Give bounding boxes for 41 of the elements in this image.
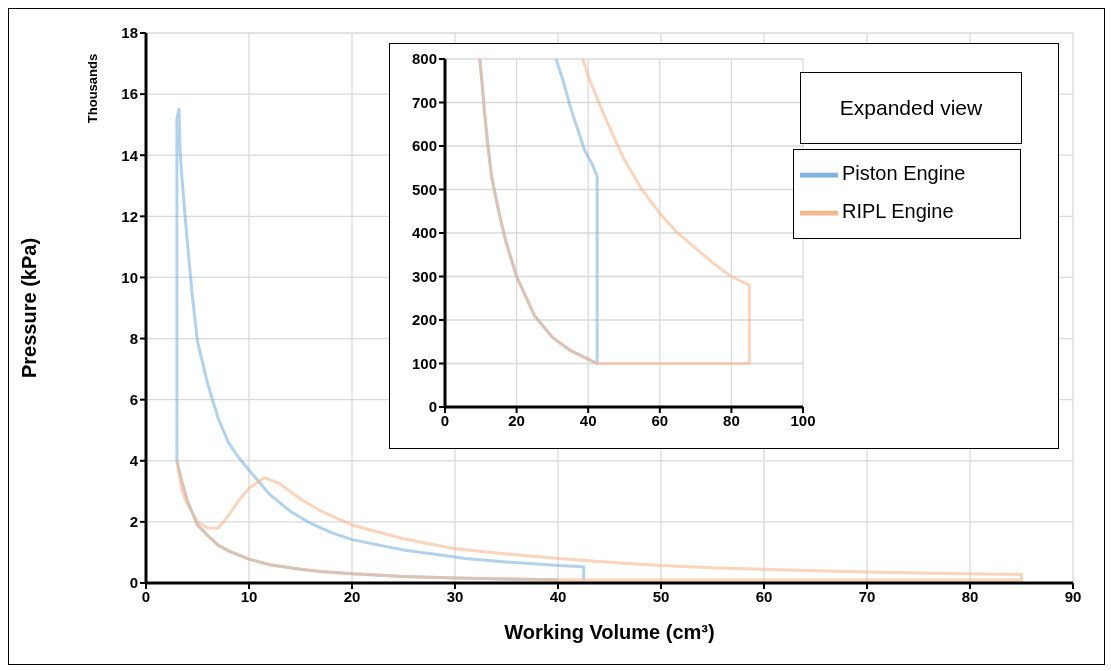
legend-label: RIPL Engine: [842, 200, 954, 223]
x-tick-label: 80: [961, 587, 979, 605]
y-axis-title: Pressure (kPa): [18, 237, 41, 379]
x-tick-label: 60: [651, 411, 669, 429]
y-tick-label: 14: [121, 146, 139, 164]
x-tick-label: 70: [858, 587, 876, 605]
y-tick-label: 12: [121, 207, 138, 225]
y-tick-label: 6: [129, 390, 138, 408]
x-tick-label: 20: [508, 411, 525, 429]
x-tick-label: 80: [723, 411, 740, 429]
x-tick-label: 40: [549, 587, 567, 605]
y-tick-label: 600: [411, 137, 437, 155]
y-tick-label: 18: [121, 24, 138, 42]
y-tick-label: 800: [411, 50, 437, 68]
text: Thousands: [84, 52, 100, 126]
x-tick-label: 50: [652, 587, 670, 605]
y-tick-label: 16: [121, 85, 138, 103]
y-tick-label: 500: [411, 180, 437, 198]
y-tick-label: 700: [411, 93, 437, 111]
x-tick-label: 10: [240, 587, 258, 605]
x-tick-label: 0: [440, 411, 450, 429]
x-tick-label: 90: [1064, 587, 1082, 605]
x-tick-label: 20: [343, 587, 361, 605]
y-tick-label: 0: [129, 574, 138, 592]
y-tick-label: 10: [121, 268, 138, 286]
legend-label: Piston Engine: [842, 162, 966, 185]
y-tick-label: 2: [129, 513, 138, 531]
x-tick-label: 0: [141, 587, 151, 605]
y-tick-label: 200: [411, 311, 437, 329]
x-tick-label: 100: [790, 411, 816, 429]
caption-box: Expanded view: [800, 72, 1022, 144]
x-tick-label: 60: [755, 587, 773, 605]
y-tick-label: 400: [411, 224, 437, 242]
y-tick-label: 100: [411, 354, 437, 372]
x-axis-title: Working Volume (cm³): [504, 621, 715, 643]
x-tick-label: 30: [446, 587, 464, 605]
y-tick-label: 8: [129, 329, 138, 347]
y-tick-label: 300: [411, 267, 437, 285]
y-tick-label: 4: [129, 452, 139, 470]
x-tick-label: 40: [579, 411, 597, 429]
y-tick-label: 0: [428, 398, 437, 416]
